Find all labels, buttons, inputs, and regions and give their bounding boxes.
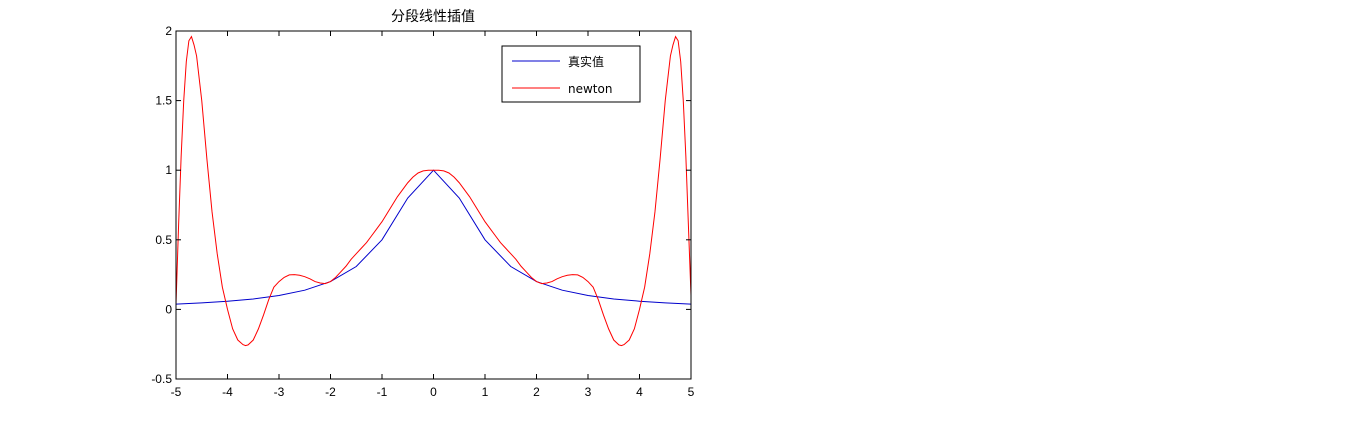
legend-label-2: newton bbox=[568, 82, 612, 96]
x-tick-label: 2 bbox=[533, 385, 540, 399]
x-tick-label: -5 bbox=[171, 385, 182, 399]
x-tick-label: 1 bbox=[482, 385, 489, 399]
x-tick-label: -1 bbox=[377, 385, 388, 399]
x-tick-label: 4 bbox=[636, 385, 643, 399]
x-tick-label: 5 bbox=[688, 385, 695, 399]
x-tick-label: 3 bbox=[585, 385, 592, 399]
legend: 真实值 newton bbox=[501, 45, 641, 103]
y-tick-label: 1.5 bbox=[155, 94, 172, 108]
x-tick-label: -4 bbox=[222, 385, 233, 399]
plot-layer bbox=[176, 35, 691, 347]
y-tick-label: -0.5 bbox=[151, 372, 172, 386]
chart-title: 分段线性插值 bbox=[391, 9, 475, 25]
y-tick-label: 2 bbox=[165, 24, 172, 38]
legend-box bbox=[501, 45, 641, 103]
x-tick-label: -2 bbox=[325, 385, 336, 399]
legend-label-1: 真实值 bbox=[568, 54, 604, 69]
series-line-1 bbox=[176, 169, 691, 305]
y-tick-label: 1 bbox=[165, 163, 172, 177]
y-tick-label: 0.5 bbox=[155, 233, 172, 247]
series-line-2 bbox=[176, 35, 691, 347]
y-tick-label: 0 bbox=[165, 302, 172, 316]
x-tick-label: 0 bbox=[430, 385, 437, 399]
axes-layer: -5 -4 -3 -2 -1 0 1 2 3 4 5 -0.5 0 0.5 1 1.5 2 bbox=[151, 24, 694, 399]
x-tick-label: -3 bbox=[274, 385, 285, 399]
